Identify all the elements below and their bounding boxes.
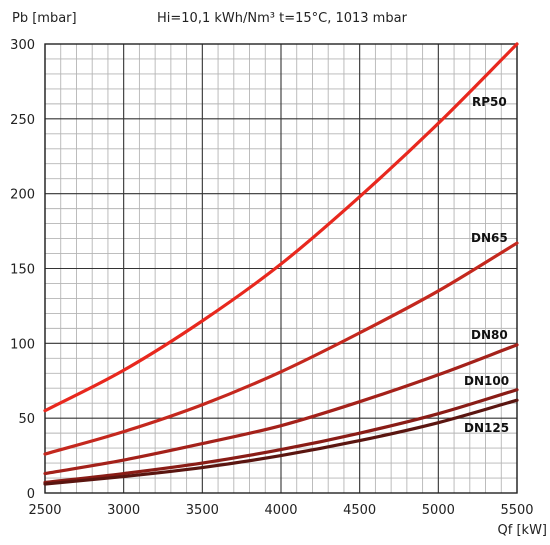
series-line-rp50: [43, 42, 519, 413]
y-tick-label: 50: [18, 412, 35, 427]
y-tick-label: 0: [27, 487, 35, 502]
series-line-dn100: [43, 388, 519, 485]
y-tick-label: 200: [10, 188, 35, 203]
series-label-dn100: DN100: [464, 374, 509, 388]
series-line-dn65: [43, 241, 519, 456]
x-tick-label: 3500: [186, 503, 219, 518]
x-tick-label: 2500: [28, 503, 61, 518]
series-label-dn65: DN65: [471, 231, 508, 245]
series-line-dn80: [43, 343, 519, 476]
plot-frame: [44, 43, 518, 494]
y-tick-label: 100: [10, 337, 35, 352]
y-tick-label: 300: [10, 38, 35, 53]
series-lines: [43, 42, 519, 486]
x-tick-label: 5500: [500, 503, 533, 518]
x-tick-label: 5000: [422, 503, 455, 518]
y-tick-label: 150: [10, 263, 35, 278]
series-labels: RP50 DN65 DN80 DN100 DN125: [464, 95, 509, 435]
series-line-dn125: [43, 398, 519, 486]
series-label-dn80: DN80: [471, 328, 508, 342]
x-tick-label: 4500: [343, 503, 376, 518]
series-label-rp50: RP50: [472, 95, 507, 109]
y-tick-label: 250: [10, 113, 35, 128]
y-axis-title: Pb [mbar]: [12, 11, 77, 26]
x-tick-label: 3000: [107, 503, 140, 518]
conditions-text: Hi=10,1 kWh/Nm³ t=15°C, 1013 mbar: [157, 11, 408, 26]
tick-labels: 2500 3000 3500 4000 4500 5000 5500 0 50 100 150 200…: [10, 38, 533, 518]
series-label-dn125: DN125: [464, 421, 509, 435]
x-axis-title: Qf [kW]: [498, 523, 547, 538]
x-tick-label: 4000: [264, 503, 297, 518]
